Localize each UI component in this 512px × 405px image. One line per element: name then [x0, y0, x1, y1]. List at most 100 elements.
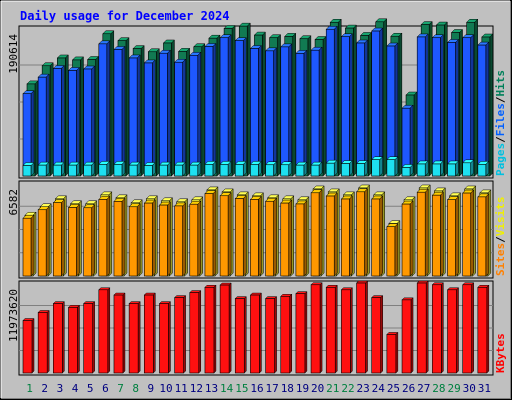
bar-sites-day-20	[310, 189, 323, 277]
bar-kbytes-day-8	[128, 301, 141, 374]
bar-sites-day-24	[371, 195, 384, 277]
bar-sites-day-19	[295, 200, 308, 277]
bar-files-day-12	[189, 51, 202, 177]
bar-pages-day-13	[204, 160, 217, 177]
x-tick-label: 25	[387, 382, 400, 395]
bar-pages-day-1	[22, 161, 35, 177]
bar-sites-day-15	[234, 194, 247, 277]
legend-item: Files	[494, 103, 507, 136]
bar-sites-day-7	[113, 197, 126, 277]
panel-top: 190614	[7, 18, 494, 179]
bar-kbytes-day-1	[22, 317, 35, 374]
x-tick-label: 17	[266, 382, 279, 395]
x-tick-label: 23	[357, 382, 370, 395]
bar-kbytes-day-25	[386, 331, 399, 374]
bar-files-day-23	[355, 39, 369, 177]
bar-files-day-4	[67, 66, 81, 177]
legend-item: Sites	[494, 243, 507, 276]
bar-files-day-22	[340, 33, 353, 177]
y-max-label: 11973620	[7, 289, 20, 342]
bar-pages-day-12	[189, 161, 202, 177]
x-tick-label: 29	[447, 382, 460, 395]
bar-files-day-7	[113, 45, 126, 177]
bar-pages-day-5	[83, 161, 96, 177]
bar-pages-day-11	[174, 161, 187, 177]
bar-sites-day-22	[340, 195, 353, 277]
x-tick-label: 15	[235, 382, 248, 395]
bar-sites-day-23	[355, 188, 369, 277]
bar-kbytes-day-16	[249, 292, 263, 374]
bar-files-day-10	[158, 49, 172, 177]
bar-kbytes-day-5	[83, 301, 96, 374]
legend-item: /	[494, 136, 507, 143]
bar-kbytes-day-31	[477, 284, 490, 374]
panel-bottom: 11973620	[7, 280, 494, 376]
bar-sites-day-1	[22, 214, 35, 277]
bar-kbytes-day-14	[219, 282, 232, 374]
bar-pages-day-27	[416, 160, 429, 177]
bar-pages-day-25	[386, 156, 399, 177]
bar-pages-day-22	[340, 159, 353, 177]
bar-files-day-11	[174, 58, 187, 177]
bar-sites-day-18	[280, 199, 293, 277]
bar-files-day-25	[386, 42, 399, 177]
panel-middle: 6582	[7, 180, 494, 279]
x-tick-label: 16	[250, 382, 263, 395]
legend-top: Pages/Files/Hits	[494, 70, 507, 176]
bar-pages-day-8	[128, 161, 141, 177]
bar-sites-day-6	[98, 195, 111, 277]
bar-kbytes-day-6	[98, 287, 111, 374]
legend-item: Pages	[494, 143, 507, 176]
bar-pages-day-15	[234, 160, 247, 177]
bar-pages-day-19	[295, 161, 308, 177]
x-tick-label: 2	[41, 382, 48, 395]
x-tick-label: 24	[372, 382, 386, 395]
bar-files-day-27	[416, 33, 429, 177]
bar-kbytes-day-22	[340, 287, 353, 374]
legend-item: /	[494, 96, 507, 103]
bar-pages-day-24	[371, 156, 384, 177]
bar-files-day-28	[431, 34, 444, 177]
bar-pages-day-10	[158, 161, 172, 177]
legend-bottom: KBytes	[494, 333, 507, 373]
bar-sites-day-10	[158, 201, 172, 277]
x-tick-label: 18	[281, 382, 294, 395]
bar-pages-day-6	[98, 160, 111, 177]
chart-title: Daily usage for December 2024	[20, 9, 230, 23]
bar-kbytes-day-3	[52, 301, 65, 374]
bar-pages-day-20	[310, 161, 323, 177]
x-tick-label: 21	[326, 382, 339, 395]
y-max-label: 190614	[7, 34, 20, 74]
bar-kbytes-day-17	[264, 295, 278, 374]
bar-kbytes-day-30	[462, 282, 475, 374]
bar-kbytes-day-10	[158, 301, 172, 374]
bar-sites-day-25	[386, 223, 399, 277]
x-tick-label: 27	[417, 382, 430, 395]
bar-kbytes-day-24	[371, 295, 384, 374]
bar-pages-day-7	[113, 160, 126, 177]
x-tick-label: 3	[57, 382, 64, 395]
bar-files-day-17	[264, 47, 278, 177]
x-tick-label: 5	[87, 382, 94, 395]
legend-item: Hits	[494, 70, 507, 97]
bar-files-day-24	[371, 27, 384, 177]
bar-kbytes-day-21	[325, 284, 338, 374]
x-tick-label: 7	[117, 382, 124, 395]
bar-sites-day-2	[37, 206, 50, 277]
y-max-label: 6582	[7, 189, 20, 216]
bar-kbytes-day-29	[446, 287, 460, 374]
bar-files-day-31	[477, 41, 490, 177]
bar-sites-day-4	[67, 203, 81, 277]
x-tick-label: 8	[132, 382, 139, 395]
bar-kbytes-day-19	[295, 291, 308, 374]
bar-pages-day-23	[355, 159, 369, 177]
bar-pages-day-16	[249, 160, 263, 177]
x-tick-label: 4	[72, 382, 79, 395]
bar-files-day-19	[295, 49, 308, 177]
x-tick-label: 6	[102, 382, 109, 395]
bar-kbytes-day-15	[234, 295, 247, 374]
bar-files-day-15	[234, 37, 247, 177]
bar-sites-day-13	[204, 190, 217, 277]
bar-sites-day-17	[264, 197, 278, 277]
